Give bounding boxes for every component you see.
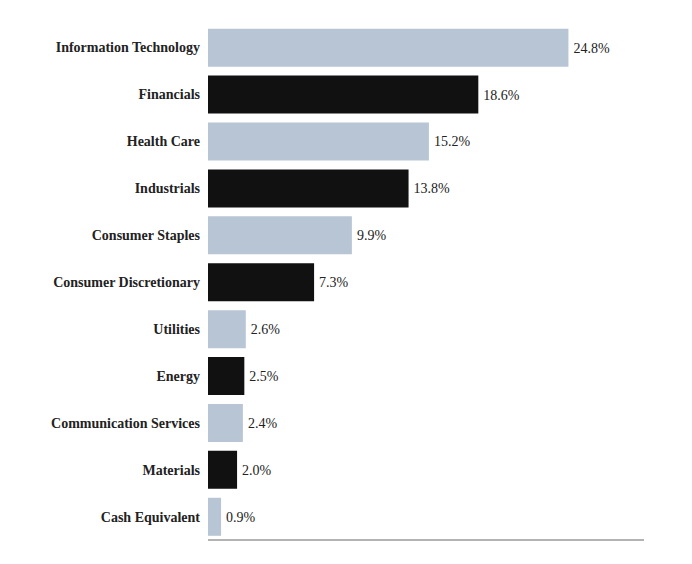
svg-text:15.2%: 15.2% xyxy=(434,134,471,149)
svg-text:18.6%: 18.6% xyxy=(483,88,520,103)
svg-text:24.8%: 24.8% xyxy=(573,41,610,56)
svg-text:Utilities: Utilities xyxy=(153,322,200,337)
svg-text:7.3%: 7.3% xyxy=(319,275,349,290)
svg-text:Consumer Staples: Consumer Staples xyxy=(92,228,201,243)
svg-text:Information Technology: Information Technology xyxy=(56,40,200,55)
svg-text:Materials: Materials xyxy=(142,463,200,478)
svg-text:0.9%: 0.9% xyxy=(226,510,256,525)
svg-text:13.8%: 13.8% xyxy=(414,181,451,196)
svg-text:Cash Equivalent: Cash Equivalent xyxy=(101,510,201,525)
svg-text:2.4%: 2.4% xyxy=(248,416,278,431)
svg-text:2.0%: 2.0% xyxy=(242,463,271,478)
svg-text:Health Care: Health Care xyxy=(127,134,200,149)
svg-text:9.9%: 9.9% xyxy=(357,228,387,243)
svg-text:2.6%: 2.6% xyxy=(251,322,281,337)
svg-text:Industrials: Industrials xyxy=(135,181,201,196)
svg-text:2.5%: 2.5% xyxy=(249,369,278,384)
svg-text:Communication Services: Communication Services xyxy=(51,416,200,431)
svg-text:Financials: Financials xyxy=(139,87,201,102)
svg-text:Energy: Energy xyxy=(156,369,200,384)
svg-text:Consumer Discretionary: Consumer Discretionary xyxy=(53,275,200,290)
